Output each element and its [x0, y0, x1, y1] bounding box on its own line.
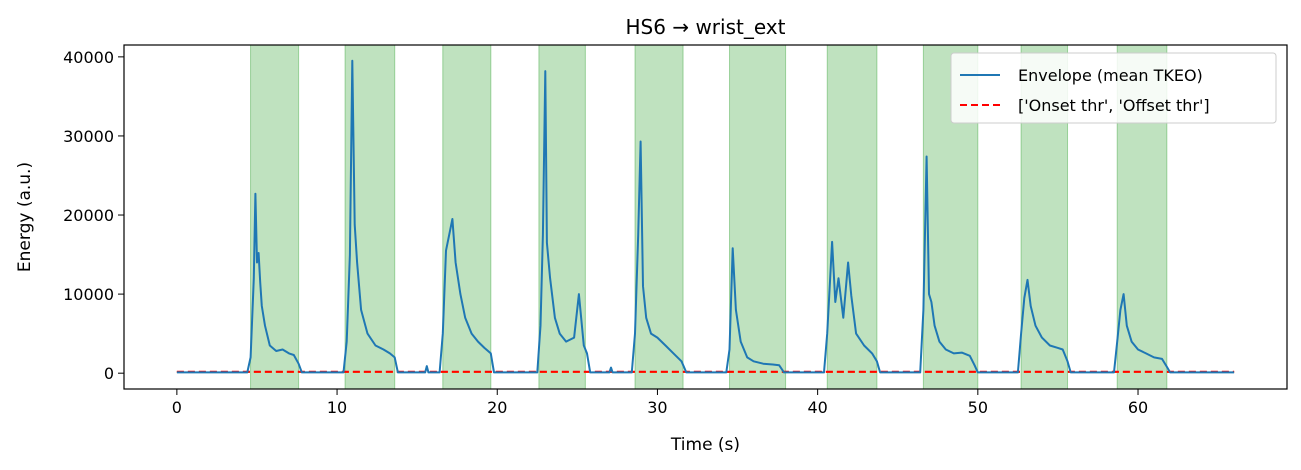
activation-band-7: [826, 44, 878, 390]
x-tick-label: 0: [172, 398, 182, 417]
x-tick-label: 10: [327, 398, 347, 417]
legend-box: [950, 52, 1277, 124]
plot-frame: [123, 44, 1288, 390]
x-tick-label: 50: [968, 398, 988, 417]
y-tick-label: 40000: [63, 48, 114, 67]
y-tick-label: 0: [104, 364, 114, 383]
y-axis-ticks: 0 10000 20000 30000 40000: [63, 48, 124, 383]
x-tick-label: 20: [487, 398, 507, 417]
x-axis-label: Time (s): [670, 435, 740, 455]
x-tick-label: 60: [1128, 398, 1148, 417]
x-axis-ticks: 0 10 20 30 40 50 60: [172, 389, 1148, 417]
legend: Envelope (mean TKEO) ['Onset thr', 'Offs…: [950, 52, 1277, 124]
activation-band-6: [729, 44, 787, 390]
envelope-series: [176, 59, 1235, 374]
activation-band-1: [250, 44, 300, 390]
x-tick-label: 40: [807, 398, 827, 417]
activation-band-3: [442, 44, 492, 390]
legend-label-envelope: Envelope (mean TKEO): [1018, 66, 1203, 85]
legend-label-thresholds: ['Onset thr', 'Offset thr']: [1018, 96, 1210, 115]
chart-title: HS6 → wrist_ext: [626, 15, 786, 39]
envelope-line: [176, 59, 1235, 374]
activation-band-5: [634, 44, 684, 390]
x-tick-label: 30: [647, 398, 667, 417]
y-tick-label: 20000: [63, 206, 114, 225]
y-axis-label: Energy (a.u.): [15, 162, 35, 272]
y-tick-label: 30000: [63, 127, 114, 146]
y-tick-label: 10000: [63, 285, 114, 304]
